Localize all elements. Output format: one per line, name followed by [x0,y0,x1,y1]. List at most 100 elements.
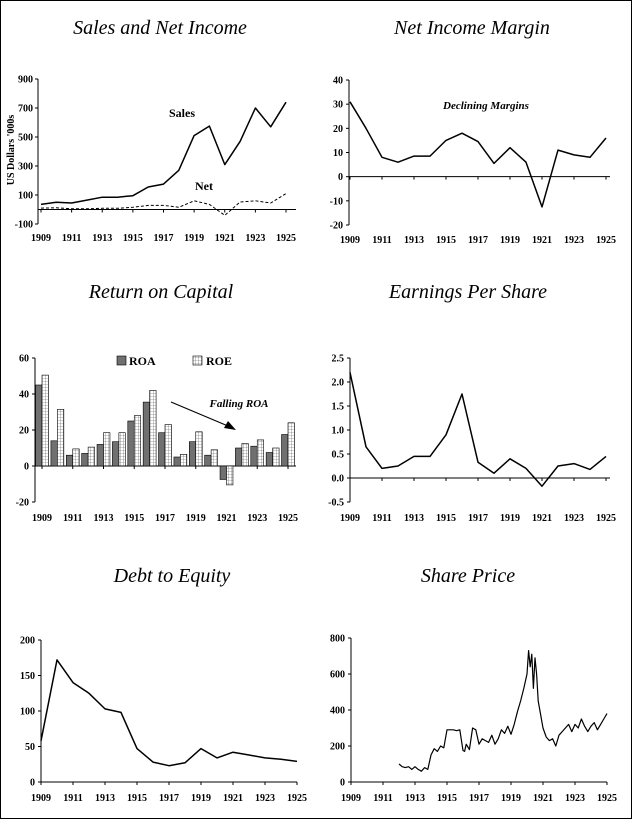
x-tick-label-margin: 1911 [372,235,391,246]
plot-area-price: 0 200 400 600 800 1909 1911 1913 1915 1917 1919 192… [330,634,617,805]
bar-roe-1920 [210,449,218,467]
annotation-arrow-falling-roa [170,401,236,430]
y-tick-label-eps: -0.5 [328,498,344,509]
x-tick-label-dte: 1917 [159,793,179,804]
x-tick-label-price: 1909 [341,793,361,804]
y-tick-label-margin: 30 [333,100,343,111]
legend-label-roa: ROA [129,354,156,368]
chart-title-dte: Debt to Equity [113,565,231,587]
x-tick-label-sales: 1913 [92,233,112,244]
x-tick-label-sales: 1911 [62,233,81,244]
bar-roa-1921 [219,465,227,480]
bar-roe-1925 [287,422,295,467]
x-tick-label-eps: 1921 [532,513,552,524]
x-tick-label-sales: 1921 [215,233,235,244]
x-tick-label-roc: 1919 [186,513,206,524]
bar-roa-1920 [204,454,212,467]
bar-roa-1910 [50,440,58,467]
y-tick-label-sales: 900 [18,75,33,86]
bar-roa-1917 [158,432,166,467]
y-tick-label-dte: 100 [20,707,35,718]
x-tick-label-sales: 1917 [154,233,174,244]
legend-roc: ROA ROE [116,354,232,368]
x-tick-label-margin: 1917 [468,235,488,246]
x-tick-label-margin: 1909 [340,235,360,246]
x-tick-label-price: 1923 [565,793,585,804]
bar-roa-1922 [235,447,243,467]
x-tick-label-margin: 1913 [404,235,424,246]
y-tick-label-price: 200 [330,742,345,753]
y-tick-label-margin: -10 [330,196,343,207]
bar-roa-1916 [142,401,150,467]
bar-roe-1923 [256,439,265,467]
y-axis-label-sales: US Dollars '000s [6,115,17,186]
x-tick-label-eps: 1919 [500,513,520,524]
x-tick-label-price: 1921 [533,793,553,804]
bar-roe-1916 [149,390,157,467]
bar-roa-1918 [173,456,181,467]
y-tick-label-margin: -20 [330,221,343,232]
y-tick-label-roc: 40 [19,390,29,401]
bar-roe-1924 [272,447,280,467]
y-tick-label-price: 0 [340,778,345,789]
x-tick-label-dte: 1923 [255,793,275,804]
x-tick-label-price: 1911 [373,793,392,804]
y-tick-label-sales: 500 [18,133,33,144]
series-label-net: Net [195,179,213,193]
series-line-sales-net [40,193,287,216]
panel-dte: Debt to Equity 0 50 100 150 200 1909 1911 1913 1… [20,565,307,804]
x-tick-label-roc: 1915 [124,513,144,524]
chart-title-eps: Earnings Per Share [388,281,547,303]
y-tick-label-dte: 50 [25,742,35,753]
panel-sales: Sales and Net Income US Dollars '000s Sa… [6,17,296,244]
x-tick-label-margin: 1923 [564,235,584,246]
x-tick-label-roc: 1911 [63,513,82,524]
bar-roe-1917 [164,424,172,467]
x-tick-label-eps: 1925 [596,513,616,524]
x-tick-label-dte: 1919 [191,793,211,804]
panel-margin: Net Income Margin Declining Margins -20-… [330,17,616,246]
x-tick-label-sales: 1919 [184,233,204,244]
x-tick-label-dte: 1925 [287,793,307,804]
x-tick-label-roc: 1925 [278,513,298,524]
x-tick-label-margin: 1919 [500,235,520,246]
series-label-sales: Sales [169,106,195,120]
y-tick-label-sales: 700 [18,104,33,115]
x-tick-label-roc: 1913 [94,513,114,524]
x-tick-label-roc: 1909 [32,513,52,524]
x-tick-label-eps: 1923 [564,513,584,524]
bar-roa-1925 [281,434,289,467]
y-tick-label-roc: 20 [19,426,29,437]
x-tick-label-margin: 1925 [596,235,616,246]
bar-roa-1919 [188,441,197,467]
x-tick-label-roc: 1921 [217,513,237,524]
bar-roe-1918 [180,453,188,467]
x-tick-label-price: 1913 [405,793,425,804]
chart-title-roc: Return on Capital [88,281,234,303]
y-tick-label-sales: 100 [18,191,33,202]
bar-roe-1911 [72,448,80,467]
x-tick-label-sales: 1915 [123,233,143,244]
y-tick-label-sales: 300 [18,162,33,173]
bar-roa-1909 [35,384,43,467]
bar-roa-1923 [250,445,258,467]
x-tick-label-sales: 1925 [276,233,296,244]
y-tick-label-price: 800 [330,634,345,645]
panel-eps: Earnings Per Share -0.5 0.0 0.5 1.0 1.5 2.0 2.… [328,281,616,524]
plot-area-sales: -100 100 300 500 700 900 1909 1911 1913 1915 1917 1… [15,75,296,244]
panel-price: Share Price 0 200 400 600 800 1909 1911 1913 191… [330,565,617,804]
y-tick-label-roc: 0 [24,462,29,473]
x-tick-label-eps: 1911 [372,513,391,524]
x-tick-label-margin: 1921 [532,235,552,246]
series-line-margin-main [349,101,607,208]
x-tick-label-price: 1919 [501,793,521,804]
y-tick-label-margin: 20 [333,124,343,135]
bar-roa-1924 [265,452,273,467]
x-tick-label-eps: 1909 [340,513,360,524]
x-tick-label-dte: 1909 [31,793,51,804]
series-line-sales-sales [40,101,287,206]
annotation-falling-roa: Falling ROA [209,398,269,410]
y-tick-label-eps: 2.0 [332,378,345,389]
